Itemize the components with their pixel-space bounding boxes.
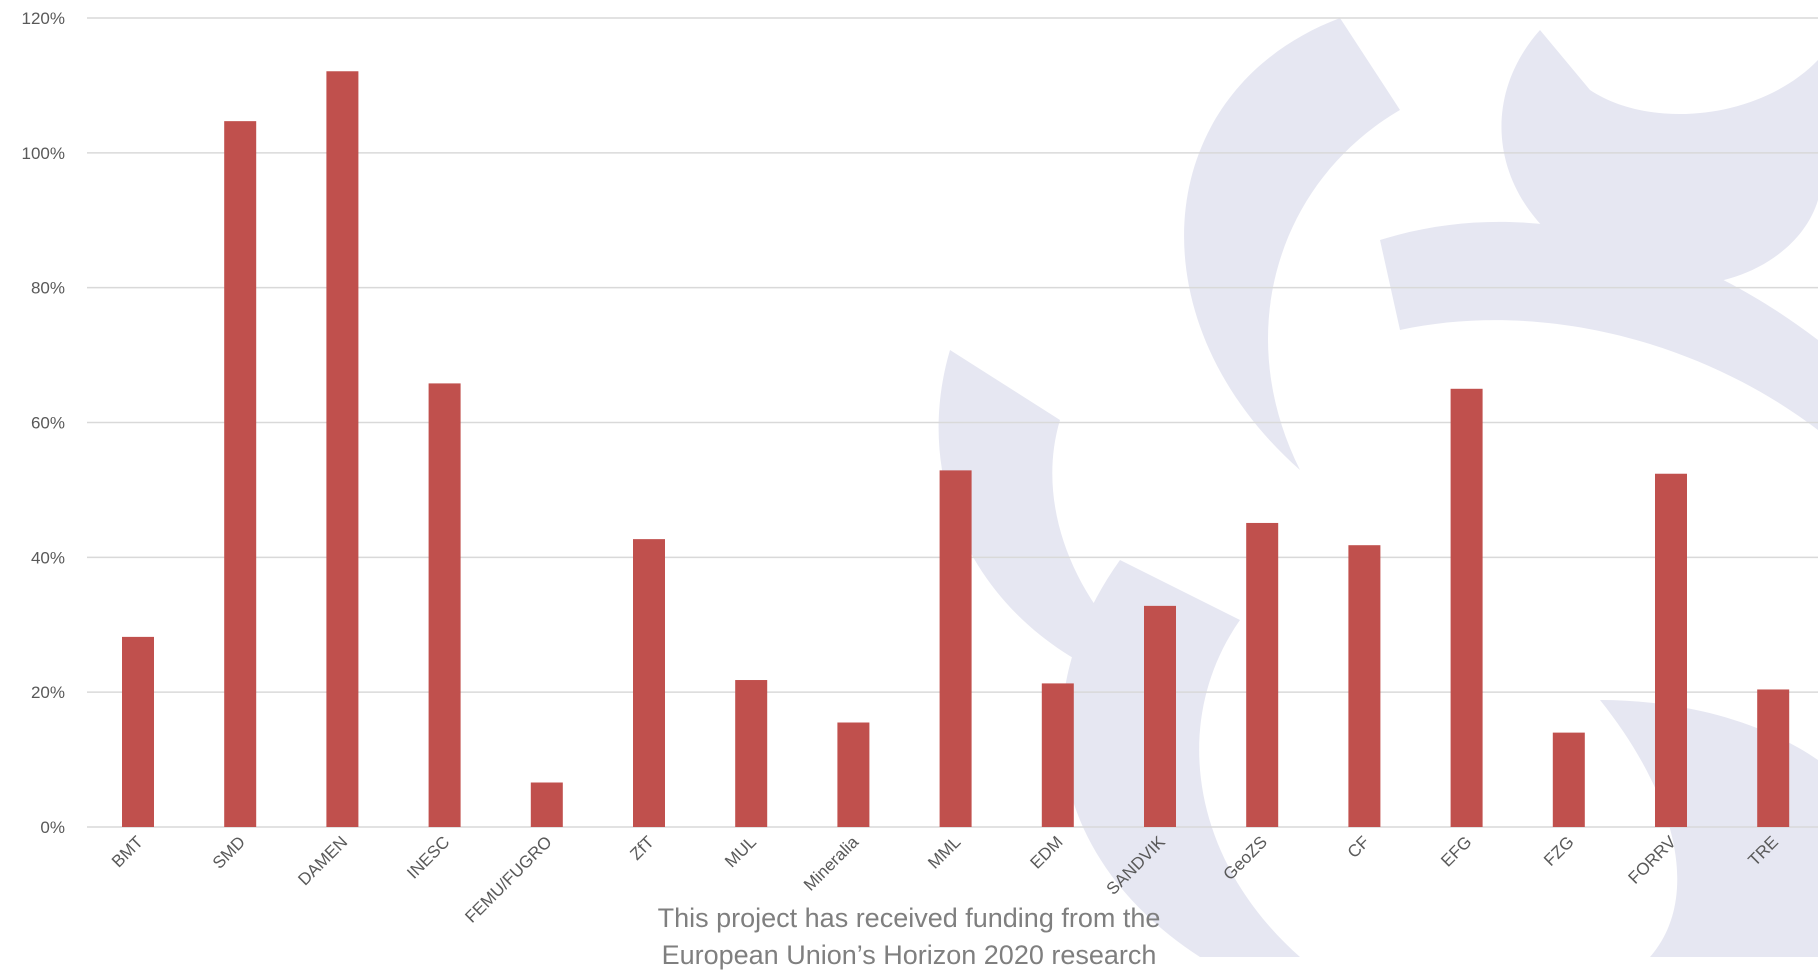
- bar-geozs: [1246, 522, 1279, 827]
- y-tick-label: 60%: [31, 414, 65, 433]
- x-tick-label: MML: [924, 832, 964, 872]
- bar-inesc: [428, 383, 461, 827]
- x-tick-label: MUL: [721, 832, 760, 871]
- bar-edm: [1041, 683, 1074, 827]
- x-tick-label: SMD: [209, 832, 249, 872]
- x-tick-label: CF: [1344, 832, 1373, 861]
- bar-cf: [1348, 545, 1381, 827]
- bar-mml: [939, 470, 972, 827]
- x-tick-label: BMT: [108, 832, 147, 871]
- bar-tre: [1757, 689, 1790, 827]
- x-tick-label: FZG: [1540, 832, 1577, 869]
- x-tick-label: GeoZS: [1220, 832, 1272, 884]
- y-tick-label: 0%: [40, 818, 65, 837]
- x-tick-label: Mineralia: [800, 832, 863, 895]
- bar-sandvik: [1144, 605, 1176, 827]
- bar-fzg: [1552, 732, 1585, 827]
- bar-smd: [224, 121, 257, 827]
- bar-mineralia: [837, 722, 870, 827]
- y-tick-label: 80%: [31, 279, 65, 298]
- bar-efg: [1450, 388, 1483, 827]
- footer-funding-line-1: This project has received funding from t…: [657, 903, 1161, 933]
- bar-damen: [326, 71, 359, 828]
- bars: [122, 71, 1790, 828]
- x-tick-label: FORRV: [1625, 832, 1681, 888]
- x-tick-label: EDM: [1026, 832, 1066, 872]
- y-tick-label: 20%: [31, 683, 65, 702]
- x-tick-label: ZfT: [626, 832, 657, 863]
- bar-mul: [735, 680, 768, 827]
- y-tick-label: 120%: [22, 9, 65, 28]
- footer-funding-line-2: European Union’s Horizon 2020 research: [661, 940, 1157, 970]
- bar-zft: [633, 539, 665, 827]
- x-tick-label: INESC: [403, 832, 453, 882]
- y-tick-label: 40%: [31, 548, 65, 567]
- bar-forrv: [1655, 473, 1687, 827]
- x-tick-label: DAMEN: [294, 832, 351, 889]
- y-axis-ticks: 0% 20% 40% 60% 80% 100% 120%: [22, 9, 65, 837]
- y-tick-label: 100%: [22, 144, 65, 163]
- bar-bmt: [122, 636, 154, 827]
- bar-femu-fugro: [530, 782, 563, 827]
- x-tick-label: EFG: [1437, 832, 1475, 870]
